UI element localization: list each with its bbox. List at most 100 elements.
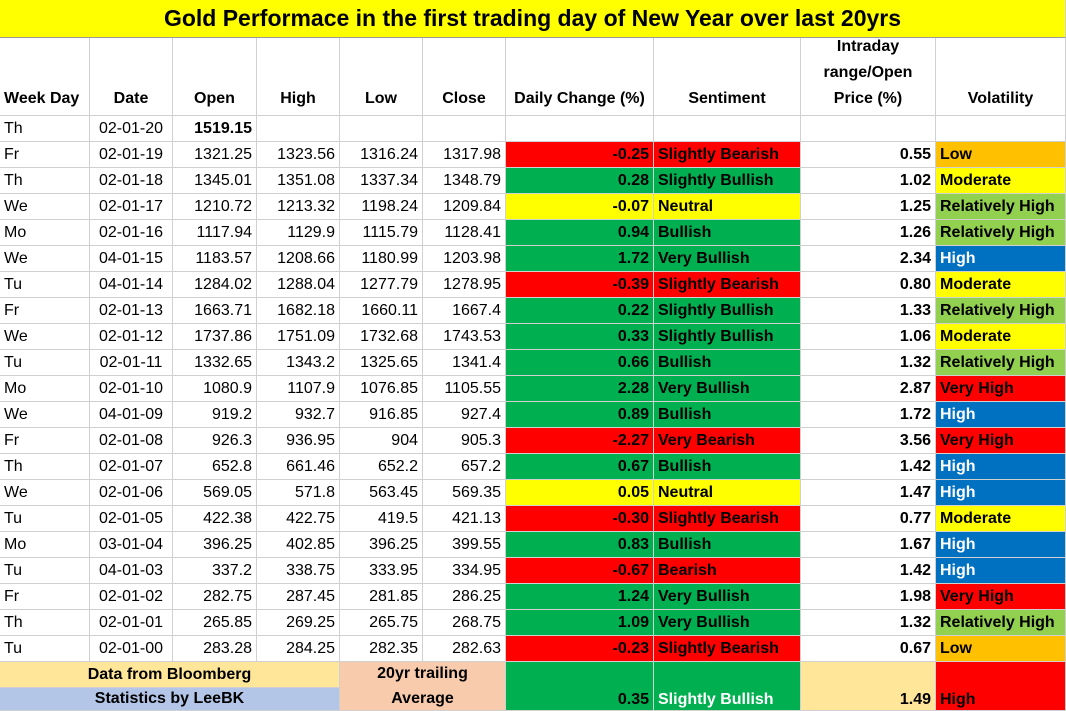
table-cell: 1323.56 (257, 142, 340, 168)
header-cell-text: Low (365, 90, 397, 107)
table-cell-text: -0.39 (612, 275, 649, 293)
table-cell: 0.67 (506, 454, 654, 480)
table-cell: Fr (0, 142, 90, 168)
table-cell: 1.72 (801, 402, 936, 428)
table-cell: Moderate (936, 168, 1066, 194)
table-cell-text: 1.06 (899, 327, 931, 345)
table-cell: 0.66 (506, 350, 654, 376)
table-cell: 337.2 (173, 558, 257, 584)
table-cell-text: Moderate (940, 509, 1012, 527)
table-cell-text: 1.72 (899, 405, 931, 423)
average-label-line: 20yr trailing (377, 665, 468, 682)
table-cell-text: 2.34 (899, 249, 931, 267)
table-cell: 1129.9 (257, 220, 340, 246)
table-cell-text: 1751.09 (277, 327, 335, 345)
table-cell-text: Low (940, 145, 972, 163)
table-cell-text: 1343.2 (286, 353, 335, 371)
table-cell-text: 282.63 (452, 639, 501, 657)
table-cell-text: We (4, 327, 28, 345)
table-cell: Bullish (654, 402, 801, 428)
table-cell-text: Very High (940, 379, 1014, 397)
table-cell: Bullish (654, 454, 801, 480)
table-cell: 1660.11 (340, 298, 423, 324)
table-cell: 02-01-07 (90, 454, 173, 480)
table-cell-text: 1663.71 (194, 301, 252, 319)
table-cell: 265.75 (340, 610, 423, 636)
table-cell-text: Mo (4, 379, 27, 397)
table-cell-text: 569.35 (452, 483, 501, 501)
table-cell: 284.25 (257, 636, 340, 662)
table-cell: Very High (936, 584, 1066, 610)
table-cell: 02-01-06 (90, 480, 173, 506)
table-cell-text: 02-01-07 (98, 457, 164, 475)
table-cell: We (0, 402, 90, 428)
table-cell: 1284.02 (173, 272, 257, 298)
table-cell-text: Very Bullish (658, 613, 750, 631)
footer-average-sentiment: Slightly Bullish (654, 662, 801, 711)
table-cell-text: 1348.79 (443, 171, 501, 189)
table-cell-text: 657.2 (460, 457, 501, 475)
table-cell: 282.75 (173, 584, 257, 610)
table-cell: 282.63 (423, 636, 506, 662)
table-cell: 0.55 (801, 142, 936, 168)
table-cell-text: We (4, 197, 28, 215)
table-cell: 571.8 (257, 480, 340, 506)
footer-source-text: Data from Bloomberg (87, 665, 252, 683)
table-cell-text: 333.95 (369, 561, 418, 579)
table-cell: 904 (340, 428, 423, 454)
table-cell: 02-01-01 (90, 610, 173, 636)
table-cell: 1198.24 (340, 194, 423, 220)
table-cell-text: 337.2 (211, 561, 252, 579)
table-cell-text: 1316.24 (360, 145, 418, 163)
table-cell-text: Slightly Bullish (658, 301, 774, 319)
table-cell: 0.80 (801, 272, 936, 298)
table-cell: 419.5 (340, 506, 423, 532)
table-cell: Mo (0, 532, 90, 558)
table-cell-text: High (940, 457, 976, 475)
table-cell-text: -0.67 (612, 561, 649, 579)
table-cell-text: 04-01-14 (98, 275, 164, 293)
table-cell-text: Relatively High (940, 223, 1055, 241)
table-cell-text: 1288.04 (277, 275, 335, 293)
table-cell-text: 1345.01 (194, 171, 252, 189)
footer-source: Data from Bloomberg (0, 662, 340, 688)
table-cell-text: 1284.02 (194, 275, 252, 293)
title: Gold Performace in the first trading day… (0, 0, 1066, 38)
table-cell: 0.22 (506, 298, 654, 324)
table-cell: 04-01-14 (90, 272, 173, 298)
table-cell: 0.94 (506, 220, 654, 246)
table-cell: 03-01-04 (90, 532, 173, 558)
table-cell-text: 0.28 (617, 171, 649, 189)
table-cell-text: 904 (391, 431, 418, 449)
table-cell-text: 1076.85 (360, 379, 418, 397)
header-cell-text: Intraday range/Open Price (%) (823, 38, 913, 107)
table-cell-text: 1210.72 (194, 197, 252, 215)
table-cell-text: Fr (4, 145, 20, 163)
table-cell: 02-01-19 (90, 142, 173, 168)
table-cell-text: 02-01-12 (98, 327, 164, 345)
table-cell: Very Bullish (654, 584, 801, 610)
header-cell-text: High (280, 90, 316, 107)
table-cell-text: 916.85 (369, 405, 418, 423)
table-cell: Mo (0, 376, 90, 402)
table-cell-text: 02-01-16 (98, 223, 164, 241)
table-cell: 02-01-20 (90, 116, 173, 142)
table-cell: 269.25 (257, 610, 340, 636)
table-cell: 1203.98 (423, 246, 506, 272)
table-cell-text: -0.30 (612, 509, 649, 527)
table-cell: 1345.01 (173, 168, 257, 194)
table-cell-text: -0.23 (612, 639, 649, 657)
header-cell: Daily Change (%) (506, 38, 654, 116)
table-cell: 02-01-10 (90, 376, 173, 402)
average-label-line: Average (391, 690, 454, 707)
table-cell-text: Very Bullish (658, 249, 750, 267)
table-cell: 1.67 (801, 532, 936, 558)
table-cell-text: 04-01-09 (98, 405, 164, 423)
table-cell: 281.85 (340, 584, 423, 610)
table-cell-text: Bullish (658, 535, 712, 553)
table-cell: 1737.86 (173, 324, 257, 350)
table-cell-text: Mo (4, 223, 27, 241)
table-cell: 1317.98 (423, 142, 506, 168)
table-cell-text: 1351.08 (277, 171, 335, 189)
table-cell-text: Bullish (658, 353, 712, 371)
